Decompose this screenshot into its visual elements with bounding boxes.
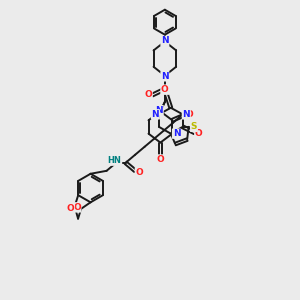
Text: N: N bbox=[172, 129, 180, 138]
Text: S: S bbox=[191, 122, 197, 131]
Text: N: N bbox=[161, 36, 169, 45]
Text: O: O bbox=[135, 168, 143, 177]
Text: O: O bbox=[195, 129, 202, 138]
Text: N: N bbox=[155, 106, 163, 115]
Text: N: N bbox=[152, 110, 159, 119]
Text: O: O bbox=[67, 204, 74, 213]
Text: O: O bbox=[157, 155, 164, 164]
Text: O: O bbox=[161, 85, 169, 94]
Text: O: O bbox=[144, 90, 152, 99]
Text: O: O bbox=[73, 203, 81, 212]
Text: N: N bbox=[182, 110, 190, 119]
Text: HN: HN bbox=[108, 156, 122, 165]
Text: N: N bbox=[161, 72, 169, 81]
Text: O: O bbox=[185, 110, 193, 119]
